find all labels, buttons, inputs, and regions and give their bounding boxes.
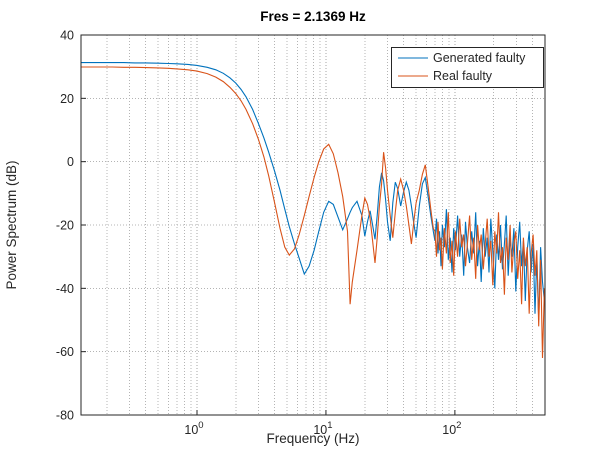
svg-text:-20: -20 bbox=[56, 219, 74, 233]
svg-text:-60: -60 bbox=[56, 345, 74, 359]
svg-text:40: 40 bbox=[60, 29, 74, 43]
y-axis-label: Power Spectrum (dB) bbox=[4, 160, 19, 289]
axis-ticks-and-labels: -80 -60 -40 -20 0 20 40 100 101 102 bbox=[56, 29, 462, 438]
x-axis-label: Frequency (Hz) bbox=[266, 431, 359, 446]
legend: Generated faulty Real faulty bbox=[391, 47, 544, 88]
legend-label-generated-faulty: Generated faulty bbox=[433, 51, 526, 65]
svg-text:0: 0 bbox=[67, 155, 74, 169]
legend-box bbox=[391, 47, 544, 88]
svg-text:20: 20 bbox=[60, 92, 74, 106]
svg-text:-40: -40 bbox=[56, 282, 74, 296]
chart-title: Fres = 2.1369 Hz bbox=[260, 9, 366, 24]
svg-text:100: 100 bbox=[184, 420, 203, 437]
svg-text:101: 101 bbox=[313, 420, 332, 437]
svg-text:-80: -80 bbox=[56, 409, 74, 423]
svg-text:102: 102 bbox=[442, 420, 461, 437]
legend-label-real-faulty: Real faulty bbox=[433, 69, 493, 83]
series-lines bbox=[81, 62, 545, 359]
